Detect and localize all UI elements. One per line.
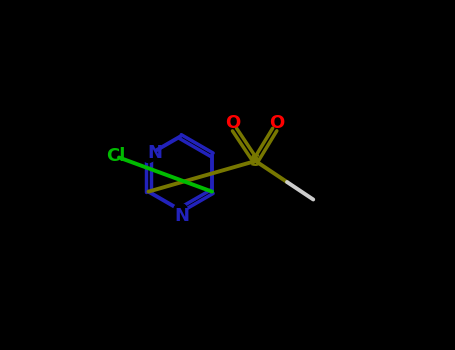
- Text: O: O: [269, 113, 284, 132]
- Text: N: N: [147, 144, 162, 162]
- Text: Cl: Cl: [106, 147, 125, 165]
- Text: N: N: [175, 207, 189, 225]
- Text: S: S: [250, 154, 261, 168]
- Text: O: O: [225, 113, 240, 132]
